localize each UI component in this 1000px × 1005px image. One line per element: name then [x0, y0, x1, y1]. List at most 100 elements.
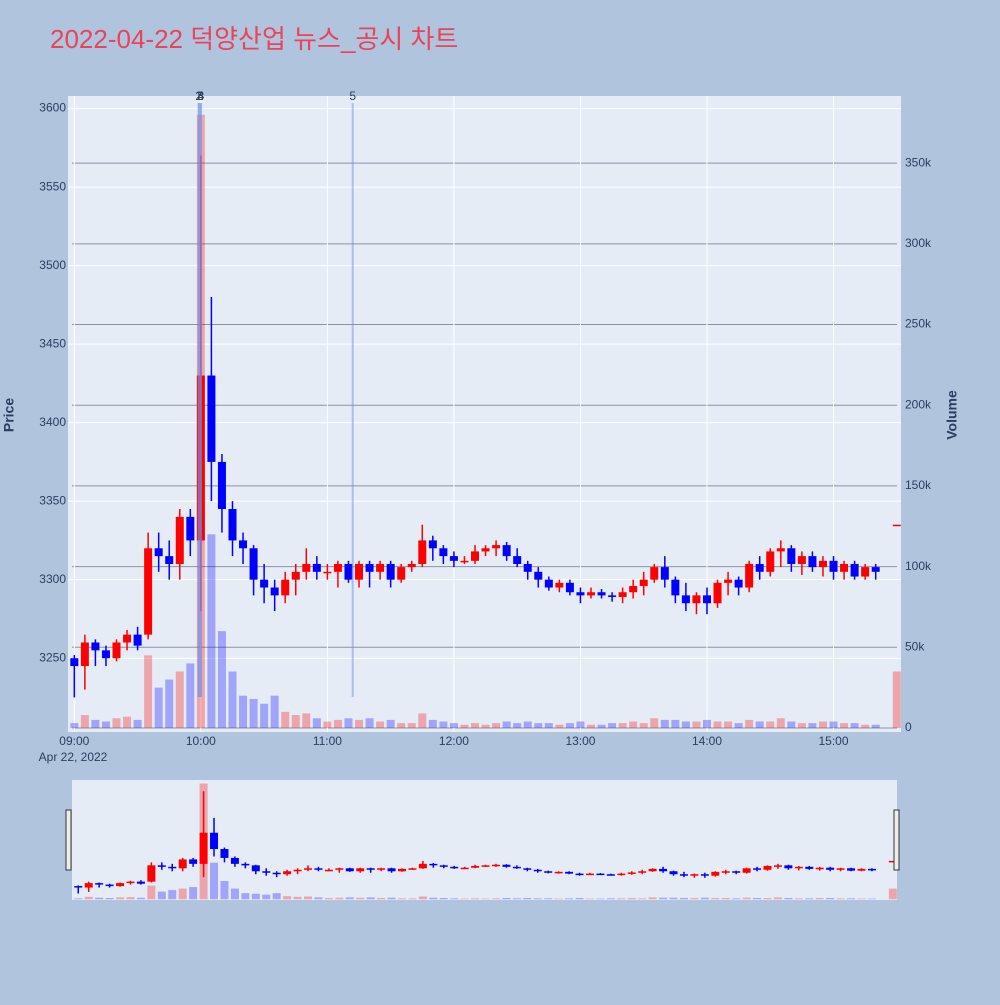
volume-bar	[586, 724, 595, 728]
slider-candle-body	[690, 874, 699, 876]
y-tick-label: 3450	[39, 336, 66, 350]
candle-body	[481, 548, 490, 552]
slider-candle-body	[471, 865, 480, 868]
candle-body	[228, 509, 237, 541]
volume-bar	[302, 713, 311, 728]
slider-candle-body	[732, 871, 741, 873]
slider-volume-bar	[659, 897, 668, 900]
slider-candle-body	[544, 871, 553, 873]
annotation-label: 3	[198, 89, 205, 103]
slider-candle-body	[523, 868, 532, 870]
slider-candle-body	[210, 832, 219, 850]
slider-volume-bar	[669, 897, 678, 900]
volume-bar	[597, 724, 606, 728]
slider-candle-body	[805, 866, 814, 869]
slider-candle-body	[168, 866, 177, 869]
slider-candle-body	[356, 868, 365, 872]
y-tick-label: 3550	[39, 179, 66, 193]
volume-bar	[260, 703, 269, 728]
slider-candle-body	[502, 864, 511, 867]
slider-volume-bar	[398, 898, 406, 900]
volume-bar	[861, 724, 870, 728]
candle-body	[407, 563, 416, 568]
y-tick-label: 3300	[39, 572, 66, 586]
volume-bar	[850, 723, 859, 728]
y2-tick-label: 250k	[905, 317, 932, 331]
slider-volume-bar	[617, 898, 626, 900]
slider-volume-bar	[387, 897, 396, 900]
slider-volume-bar	[262, 894, 271, 900]
candle-body	[871, 567, 880, 572]
slider-volume-bar	[753, 898, 762, 900]
slider-volume-bar	[335, 897, 344, 900]
volume-bar	[344, 718, 353, 728]
slider-candle-body	[293, 869, 302, 872]
volume-bar	[840, 723, 849, 728]
candle-body	[618, 592, 627, 597]
slider-handle[interactable]	[65, 809, 72, 871]
slider-candle-body	[888, 860, 897, 863]
annotation-label: 5	[349, 89, 356, 103]
candle-body	[144, 548, 153, 635]
slider-candle-body	[418, 863, 427, 869]
range-slider[interactable]	[72, 780, 897, 900]
candle-body	[333, 563, 342, 572]
y2-tick-label: 100k	[905, 559, 932, 573]
candle-body	[449, 556, 458, 561]
volume-bar	[502, 721, 511, 728]
slider-candle-body	[638, 871, 647, 873]
volume-bar	[713, 721, 722, 728]
candle-body	[344, 563, 353, 580]
candle-body	[376, 563, 385, 572]
slider-candle-body	[157, 865, 166, 867]
volume-bar	[460, 724, 469, 728]
volume-bar	[492, 723, 501, 728]
slider-volume-bar	[815, 898, 824, 900]
slider-handle[interactable]	[893, 809, 900, 871]
slider-volume-bar	[794, 898, 803, 900]
slider-volume-bar	[356, 897, 365, 900]
candle-body	[660, 567, 669, 580]
slider-volume-bar	[220, 880, 229, 900]
candle-body	[323, 571, 332, 574]
slider-volume-bar	[408, 898, 417, 900]
volume-bar	[755, 721, 764, 728]
volume-bar	[291, 715, 300, 728]
slider-volume-bar	[481, 898, 490, 900]
candle-body	[681, 595, 690, 604]
candle-body	[70, 658, 79, 667]
candle-body	[576, 592, 585, 596]
slider-volume-bar	[471, 898, 480, 900]
volume-bar	[186, 663, 195, 728]
slider-candle-body	[95, 883, 104, 885]
volume-bar	[818, 721, 827, 728]
candle-body	[650, 567, 659, 580]
volume-bar	[418, 713, 427, 728]
slider-candle-body	[116, 883, 125, 887]
slider-volume-bar	[345, 897, 354, 900]
candle-body	[692, 595, 701, 604]
candle-body	[671, 579, 680, 596]
candle-body	[133, 634, 142, 646]
plot-area	[68, 96, 901, 732]
slider-candle-body	[74, 886, 83, 888]
slider-candle-body	[314, 868, 323, 870]
volume-bar	[144, 655, 153, 728]
y-tick-label: 3250	[39, 650, 66, 664]
slider-volume-bar	[377, 898, 386, 900]
slider-volume-bar	[460, 898, 469, 900]
slider-candle-body	[460, 867, 469, 870]
slider-candle-body	[450, 866, 459, 869]
volume-bar	[123, 716, 132, 728]
y-tick-label: 3350	[39, 493, 66, 507]
volume-bar	[154, 687, 163, 728]
volume-bar	[692, 721, 701, 728]
slider-volume-bar	[784, 898, 793, 900]
candle-body	[386, 563, 395, 580]
volume-bar	[829, 721, 838, 728]
slider-candle-body	[251, 865, 260, 872]
slider-volume-bar	[314, 897, 323, 900]
slider-volume-bar	[638, 898, 647, 900]
volume-bar	[70, 723, 79, 728]
volume-bar	[101, 721, 110, 728]
